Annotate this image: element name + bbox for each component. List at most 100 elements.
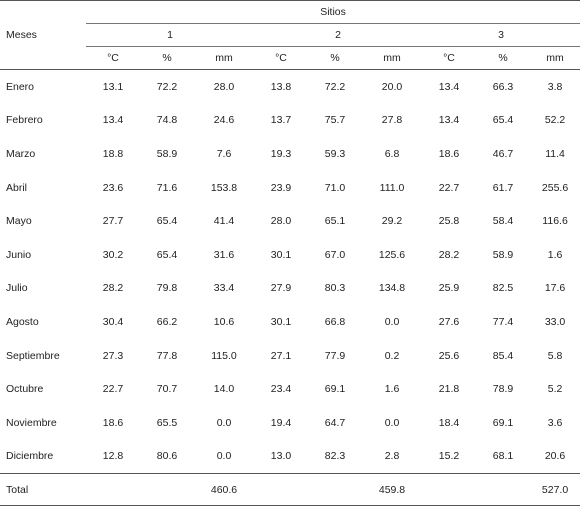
header-row-sites: 1 2 3 — [0, 23, 580, 47]
value-cell: 64.7 — [324, 416, 346, 429]
unit-precip-1: mm — [215, 52, 233, 64]
value-cell: 80.6 — [156, 450, 178, 463]
value-cell: 29.2 — [381, 215, 403, 228]
value-cell: 10.6 — [213, 315, 235, 328]
month-cell: Mayo — [6, 215, 32, 228]
unit-temp-3: °C — [443, 52, 455, 64]
value-cell: 28.0 — [270, 215, 292, 228]
value-cell: 77.4 — [492, 315, 514, 328]
total-precip-site-1: 460.6 — [210, 483, 238, 496]
value-cell: 134.8 — [378, 282, 406, 295]
sitios-header: Sitios — [86, 0, 580, 24]
value-cell: 5.8 — [547, 349, 563, 362]
value-cell: 66.3 — [492, 80, 514, 93]
value-cell: 13.1 — [102, 80, 124, 93]
value-cell: 66.8 — [324, 315, 346, 328]
value-cell: 13.0 — [270, 450, 292, 463]
value-cell: 125.6 — [378, 248, 406, 261]
table-row: Enero 13.1 72.2 28.0 13.8 72.2 20.0 13.4… — [0, 70, 580, 104]
value-cell: 0.2 — [384, 349, 400, 362]
value-cell: 17.6 — [544, 282, 566, 295]
value-cell: 0.0 — [216, 450, 232, 463]
unit-humidity-1: % — [162, 52, 172, 64]
value-cell: 58.9 — [492, 248, 514, 261]
value-cell: 19.4 — [270, 416, 292, 429]
month-cell: Marzo — [6, 147, 36, 160]
value-cell: 69.1 — [492, 416, 514, 429]
month-cell: Enero — [6, 80, 35, 93]
value-cell: 31.6 — [213, 248, 235, 261]
value-cell: 67.0 — [324, 248, 346, 261]
value-cell: 116.6 — [542, 215, 568, 228]
value-cell: 27.1 — [270, 349, 292, 362]
unit-humidity-2: % — [330, 52, 340, 64]
table-row: Diciembre 12.8 80.6 0.0 13.0 82.3 2.8 15… — [0, 440, 580, 474]
month-cell: Septiembre — [6, 349, 60, 362]
value-cell: 80.3 — [324, 282, 346, 295]
month-cell: Octubre — [6, 383, 44, 396]
value-cell: 68.1 — [492, 450, 514, 463]
value-cell: 78.9 — [492, 383, 514, 396]
value-cell: 18.8 — [102, 147, 124, 160]
value-cell: 23.9 — [270, 181, 292, 194]
value-cell: 82.5 — [492, 282, 514, 295]
site-2-header: 2 — [254, 23, 422, 47]
value-cell: 11.4 — [545, 147, 565, 160]
value-cell: 65.1 — [324, 215, 346, 228]
value-cell: 58.9 — [156, 147, 178, 160]
value-cell: 30.1 — [270, 248, 292, 261]
value-cell: 23.4 — [270, 383, 292, 396]
unit-humidity-3: % — [498, 52, 508, 64]
value-cell: 0.0 — [384, 416, 400, 429]
table-row: Noviembre 18.6 65.5 0.0 19.4 64.7 0.0 18… — [0, 406, 580, 440]
value-cell: 18.6 — [102, 416, 124, 429]
value-cell: 18.6 — [438, 147, 460, 160]
value-cell: 66.2 — [156, 315, 178, 328]
value-cell: 61.7 — [492, 181, 514, 194]
value-cell: 70.7 — [156, 383, 178, 396]
value-cell: 65.5 — [156, 416, 178, 429]
table-row: Febrero 13.4 74.8 24.6 13.7 75.7 27.8 13… — [0, 104, 580, 138]
value-cell: 28.2 — [438, 248, 460, 261]
month-cell: Junio — [6, 248, 32, 261]
value-cell: 33.0 — [544, 315, 566, 328]
total-precip-site-3: 527.0 — [541, 483, 569, 496]
value-cell: 27.3 — [102, 349, 124, 362]
value-cell: 33.4 — [213, 282, 235, 295]
month-cell: Febrero — [6, 114, 43, 127]
value-cell: 52.2 — [544, 114, 566, 127]
value-cell: 14.0 — [213, 383, 235, 396]
value-cell: 12.8 — [102, 450, 124, 463]
value-cell: 77.8 — [156, 349, 178, 362]
value-cell: 28.2 — [102, 282, 124, 295]
value-cell: 65.4 — [156, 248, 178, 261]
value-cell: 1.6 — [547, 248, 563, 261]
value-cell: 22.7 — [438, 181, 460, 194]
value-cell: 58.4 — [492, 215, 514, 228]
month-cell: Abril — [6, 181, 28, 194]
table-row: Mayo 27.7 65.4 41.4 28.0 65.1 29.2 25.8 … — [0, 204, 580, 238]
value-cell: 13.8 — [270, 80, 292, 93]
table-row: Marzo 18.8 58.9 7.6 19.3 59.3 6.8 18.6 4… — [0, 137, 580, 171]
month-cell: Noviembre — [6, 416, 57, 429]
value-cell: 75.7 — [324, 114, 346, 127]
table-row: Agosto 30.4 66.2 10.6 30.1 66.8 0.0 27.6… — [0, 305, 580, 339]
value-cell: 13.7 — [270, 114, 292, 127]
value-cell: 79.8 — [156, 282, 178, 295]
site-3-header: 3 — [422, 23, 580, 47]
value-cell: 25.8 — [438, 215, 460, 228]
value-cell: 0.0 — [216, 416, 232, 429]
total-label: Total — [6, 483, 29, 496]
value-cell: 6.8 — [384, 147, 400, 160]
table-body: Enero 13.1 72.2 28.0 13.8 72.2 20.0 13.4… — [0, 70, 580, 506]
unit-temp-1: °C — [107, 52, 119, 64]
value-cell: 59.3 — [324, 147, 346, 160]
value-cell: 15.2 — [438, 450, 460, 463]
value-cell: 7.6 — [216, 147, 232, 160]
value-cell: 72.2 — [156, 80, 178, 93]
value-cell: 5.2 — [547, 383, 563, 396]
value-cell: 22.7 — [102, 383, 124, 396]
value-cell: 30.2 — [102, 248, 124, 261]
value-cell: 21.8 — [438, 383, 460, 396]
value-cell: 25.9 — [438, 282, 460, 295]
